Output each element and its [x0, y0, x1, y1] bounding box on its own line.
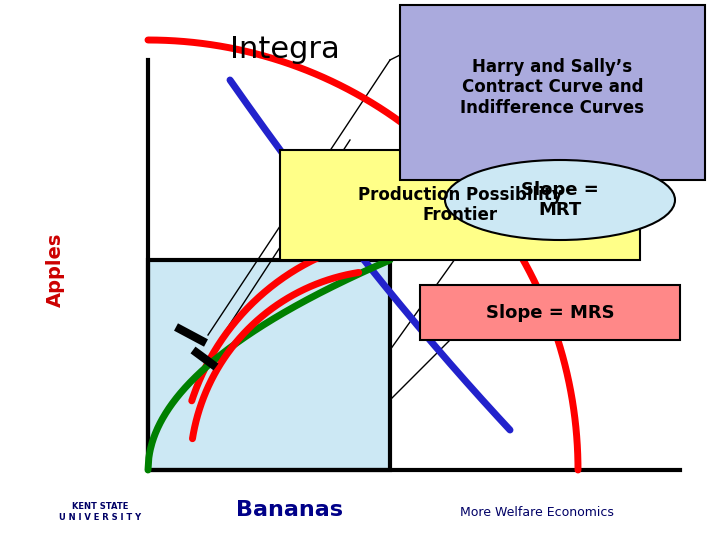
Text: More Welfare Economics: More Welfare Economics	[460, 505, 614, 518]
Bar	[400, 5, 705, 180]
Text: Slope = MRS: Slope = MRS	[486, 303, 614, 321]
Text: Production Possibility
Frontier: Production Possibility Frontier	[358, 186, 562, 225]
Bar	[420, 285, 680, 340]
Text: Slope =
MRT: Slope = MRT	[521, 180, 599, 219]
Bar	[148, 260, 390, 470]
Text: Bananas: Bananas	[236, 500, 343, 520]
Bar	[280, 150, 640, 260]
Ellipse shape	[445, 160, 675, 240]
Text: Harry and Sally’s
Contract Curve and
Indifference Curves: Harry and Sally’s Contract Curve and Ind…	[461, 58, 644, 117]
Text: Integra: Integra	[230, 36, 340, 64]
Text: KENT STATE
U N I V E R S I T Y: KENT STATE U N I V E R S I T Y	[59, 502, 141, 522]
Text: Apples: Apples	[45, 233, 65, 307]
